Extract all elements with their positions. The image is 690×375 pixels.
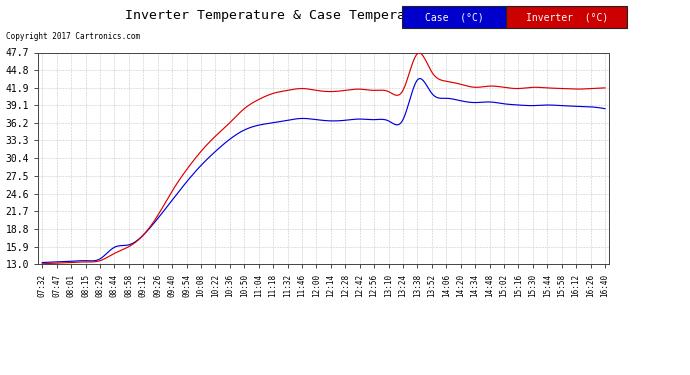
Text: Inverter Temperature & Case Temperature Tue Feb 7 16:52: Inverter Temperature & Case Temperature … (125, 9, 565, 22)
Text: Copyright 2017 Cartronics.com: Copyright 2017 Cartronics.com (6, 32, 139, 41)
Text: Inverter  (°C): Inverter (°C) (526, 12, 608, 22)
Text: Case  (°C): Case (°C) (424, 12, 484, 22)
